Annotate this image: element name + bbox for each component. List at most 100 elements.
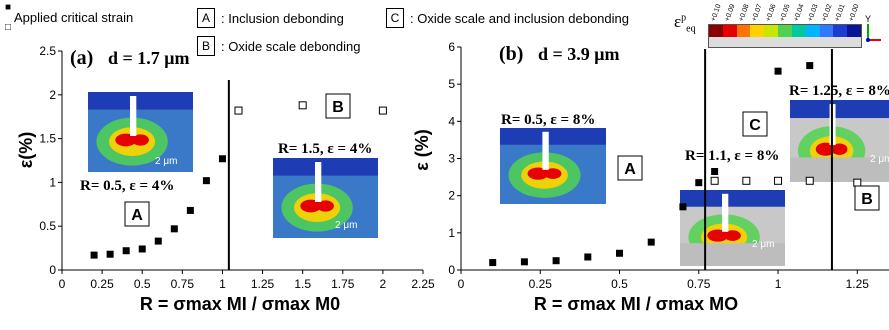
inset-b-middle — [680, 190, 785, 266]
data-point-filled — [584, 253, 592, 261]
data-point-filled — [647, 238, 655, 246]
data-point-open — [298, 101, 307, 110]
region-label: A — [624, 161, 636, 178]
inset-contour-red — [115, 133, 137, 147]
x-tick-label: 1 — [775, 277, 782, 291]
inset-contour-red — [300, 199, 322, 213]
region-label-box — [742, 111, 768, 137]
x-tick-label: 0.75 — [687, 277, 711, 291]
axis-triad-icon: Y — [862, 14, 882, 44]
region-label-box — [124, 201, 150, 227]
data-point-open — [710, 176, 719, 185]
data-point-filled — [170, 225, 178, 233]
y-tick-label: 3 — [448, 152, 455, 166]
legend-filled-marker: ■ — [5, 2, 12, 13]
inset-caption: R= 1.1, ε = 8% — [685, 148, 779, 164]
colorbar-swatch — [833, 25, 848, 37]
y-tick-label: 1.5 — [39, 132, 56, 146]
data-point-filled — [806, 62, 814, 70]
panel-title: d = 1.7 μm — [108, 48, 189, 68]
colorbar-grid — [708, 37, 862, 48]
legend-box-c: C — [386, 8, 404, 28]
y-tick-label: 2.5 — [39, 44, 56, 58]
colorbar-swatch — [764, 25, 779, 37]
data-point-filled — [774, 67, 782, 75]
x-tick-label: 0.75 — [171, 277, 195, 291]
colorbar-swatch — [819, 25, 834, 37]
panel-label: (b) — [499, 43, 523, 65]
colorbar: εpeq +0.10 +0.09 +0.08 +0.07 +0.06 +0.05 +0.04… — [674, 2, 881, 50]
inset-top-layer — [790, 100, 889, 119]
data-point-filled — [186, 206, 194, 214]
scale-bar-label: 2 μm — [870, 154, 889, 165]
region-label-box — [617, 155, 643, 181]
region-label-box — [854, 185, 880, 211]
inset-contour-red — [527, 167, 549, 180]
inset-a-right — [273, 158, 378, 238]
y-tick-label: 1 — [49, 175, 56, 189]
colorbar-swatch — [709, 25, 723, 37]
data-point-filled — [695, 179, 703, 187]
scale-bar-label: 2 μm — [335, 220, 357, 231]
inset-caption: R= 0.5, ε = 8% — [501, 112, 595, 128]
scale-bar-label: 2 μm — [155, 156, 177, 167]
data-point-filled — [154, 237, 162, 245]
colorbar-swatch — [791, 25, 806, 37]
colorbar-strip — [708, 24, 862, 38]
inset-crack — [130, 96, 137, 136]
y-axis-label: ε (%) — [412, 129, 432, 171]
inset-top-layer — [88, 92, 193, 110]
inset-contour-red — [831, 143, 848, 155]
y-tick-label: 0 — [448, 263, 455, 277]
inset-contour-red — [707, 229, 729, 242]
data-point-filled — [122, 247, 130, 255]
x-tick-label: 1.75 — [331, 277, 355, 291]
inset-crack — [315, 162, 322, 202]
inset-crack — [542, 131, 549, 170]
region-label: C — [749, 117, 761, 134]
inset-contour-red — [724, 230, 741, 241]
data-point-open — [853, 178, 862, 187]
y-tick-label: 1 — [448, 226, 455, 240]
y-tick-label: 2 — [448, 189, 455, 203]
x-tick-label: 1.25 — [846, 277, 870, 291]
legend-open-marker: □ — [5, 22, 12, 33]
inset-a-left — [88, 92, 193, 172]
data-point-open — [378, 106, 387, 115]
inset-contour-red — [544, 168, 562, 179]
panel-a: 0 0.25 0.5 0.75 1 1.25 1.5 1.75 2 2.25 0 0.5 1 1.5 2 2.… — [16, 44, 435, 314]
y-tick-label: 2 — [49, 88, 56, 102]
legend-box-a: A — [197, 8, 215, 28]
axis-y-label: Y — [865, 14, 871, 24]
data-point-filled — [520, 258, 528, 266]
y-axis-label: ε(%) — [16, 132, 36, 169]
data-point-filled — [106, 250, 114, 258]
inset-caption: R= 1.25, ε = 8% — [789, 83, 889, 99]
region-label: A — [131, 207, 143, 224]
inset-contour-red — [317, 200, 334, 212]
x-tick-label: 0 — [59, 277, 66, 291]
panel-title: d = 3.9 μm — [538, 44, 619, 64]
colorbar-symbol: εpeq — [674, 12, 696, 35]
x-tick-label: 1.5 — [294, 277, 311, 291]
data-point-filled — [138, 245, 146, 253]
data-point-filled — [202, 177, 210, 185]
legend-box-b-text: : Oxide scale debonding — [221, 39, 361, 54]
x-tick-label: 0.25 — [90, 277, 114, 291]
inset-top-layer — [680, 190, 785, 207]
y-tick-label: 6 — [448, 40, 455, 54]
data-point-filled — [711, 168, 719, 176]
data-point-open — [774, 176, 783, 185]
colorbar-swatch — [736, 25, 751, 37]
colorbar-swatch — [805, 25, 820, 37]
inset-caption: R= 0.5, ε = 4% — [80, 178, 174, 194]
colorbar-swatch — [778, 25, 792, 37]
region-label: B — [861, 191, 873, 208]
colorbar-swatch — [847, 25, 861, 37]
legend-box-a-text: : Inclusion debonding — [221, 11, 344, 26]
panel-label: (a) — [70, 47, 93, 69]
inset-contour-red — [132, 134, 149, 146]
region-label-box — [325, 93, 351, 119]
x-tick-label: 2 — [380, 277, 387, 291]
